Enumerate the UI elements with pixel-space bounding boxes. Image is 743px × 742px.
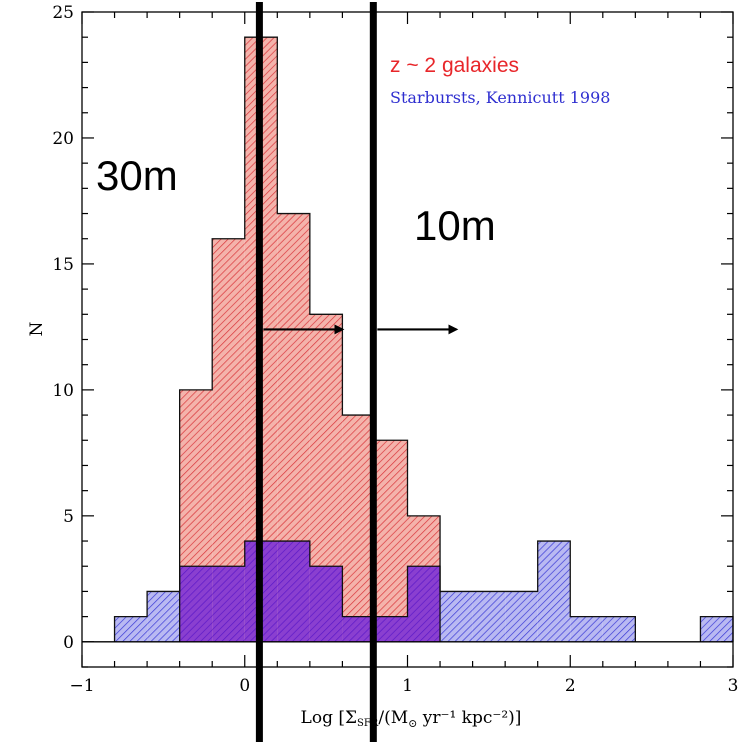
blue-bar-overlap — [342, 616, 375, 642]
blue-bar — [570, 616, 603, 642]
blue-bar — [602, 616, 636, 642]
blue-bar — [505, 591, 538, 642]
red-outline — [179, 36, 441, 642]
histogram-bars — [82, 36, 734, 643]
threshold-lines — [255, 2, 459, 742]
axis-ticks — [81, 11, 734, 668]
blue-bar-overlap — [407, 566, 441, 642]
x-tick-label: 3 — [728, 676, 739, 696]
blue-bar — [440, 591, 473, 642]
blue-bar-overlap — [179, 566, 213, 642]
blue-bar — [472, 591, 506, 642]
y-tick-label: 15 — [52, 255, 74, 275]
blue-bar — [700, 616, 733, 642]
y-tick-label: 25 — [52, 3, 74, 23]
label-30m: 30m — [96, 152, 178, 199]
legend-z2-galaxies: z ~ 2 galaxies — [390, 54, 519, 77]
y-axis-title: N — [27, 321, 47, 336]
x-tick-label: 0 — [239, 676, 250, 696]
blue-bar-overlap — [309, 566, 343, 642]
x-axis-title: Log [ΣSFR/(M⊙ yr⁻¹ kpc⁻²)] — [301, 708, 522, 730]
blue-bar-overlap — [374, 616, 408, 642]
y-tick-label: 20 — [52, 129, 74, 149]
red-bar — [342, 415, 375, 642]
y-tick-label: 5 — [63, 507, 74, 527]
blue-bar — [147, 591, 180, 642]
blue-bar — [114, 616, 148, 642]
blue-bar — [537, 541, 571, 642]
y-tick-label: 10 — [52, 381, 74, 401]
x-tick-label: −1 — [69, 676, 94, 696]
blue-bar-overlap — [277, 541, 310, 642]
x-tick-label: 2 — [565, 676, 576, 696]
blue-bar-overlap — [212, 566, 245, 642]
label-10m: 10m — [414, 202, 496, 249]
y-tick-label: 0 — [63, 633, 74, 653]
red-bar — [374, 440, 408, 642]
x-tick-label: 1 — [402, 676, 413, 696]
tick-labels: −1 0 1 2 3 0 5 10 15 20 25 — [52, 3, 738, 696]
legend-starbursts: Starbursts, Kennicutt 1998 — [390, 88, 610, 107]
